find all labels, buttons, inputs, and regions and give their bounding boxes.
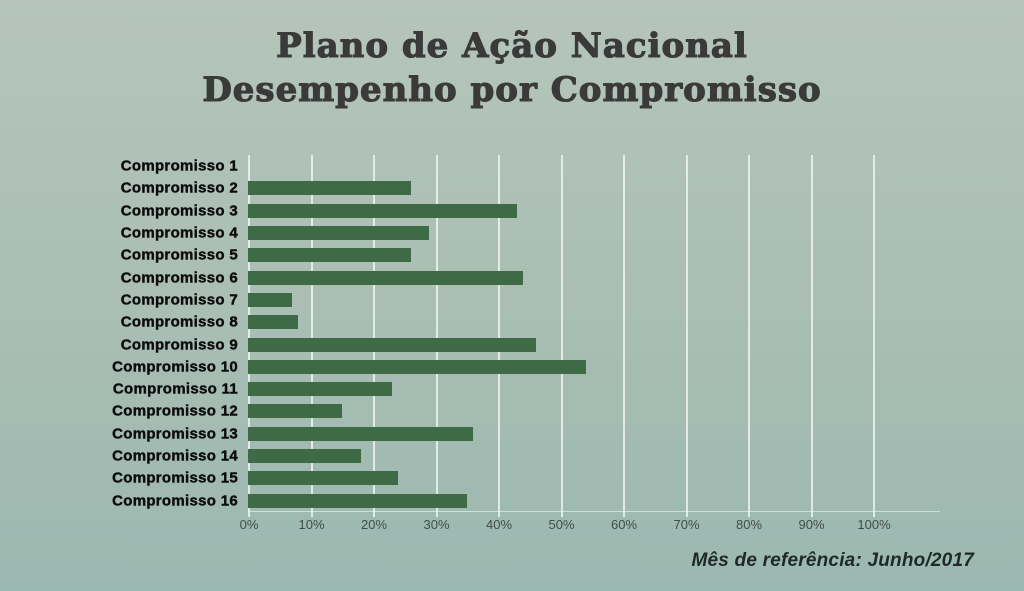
x-axis-tick [373, 512, 375, 517]
bar [248, 426, 473, 441]
category-label: Compromisso 13 [112, 425, 238, 443]
x-axis-tick [248, 512, 250, 517]
category-label: Compromisso 14 [112, 447, 238, 465]
x-axis-tick [498, 512, 500, 517]
bar [248, 382, 392, 397]
x-axis-tick-label: 70% [673, 517, 700, 532]
category-label: Compromisso 5 [120, 246, 238, 264]
x-axis-tick [873, 512, 875, 517]
x-axis-tick-label: 80% [735, 517, 763, 532]
x-axis-tick-label: 40% [485, 517, 513, 532]
gridline [685, 155, 688, 512]
x-axis-tick [310, 512, 313, 517]
category-label: Compromisso 2 [120, 179, 238, 197]
category-label: Compromisso 7 [120, 291, 238, 309]
bar [248, 292, 292, 307]
chart-row: Compromisso 7 [0, 289, 1024, 311]
chart-row: Compromisso 3 [0, 200, 1024, 222]
bar [248, 270, 523, 285]
gridline [248, 155, 250, 512]
gridline [373, 155, 375, 512]
chart-row: Compromisso 8 [0, 311, 1024, 333]
category-label: Compromisso 11 [112, 380, 238, 398]
category-label: Compromisso 9 [120, 336, 238, 354]
plot-area: 0% 10% 20% 30% 40% 50% 60% 70% 80% 90% 100% [240, 155, 940, 532]
category-label: Compromisso 8 [120, 313, 238, 331]
category-label: Compromisso 3 [120, 202, 238, 220]
chart-row: Compromisso 4 [0, 222, 1024, 244]
bar [248, 203, 517, 218]
bars-area: Compromisso 1 Compromisso 2 Compromisso 3 C… [0, 155, 1024, 512]
x-axis-line [248, 511, 940, 512]
x-axis-tick [748, 512, 750, 517]
chart-row: Compromisso 5 [0, 244, 1024, 266]
bar [248, 359, 586, 374]
category-label: Compromisso 10 [112, 358, 238, 376]
category-label: Compromisso 4 [120, 224, 238, 242]
chart-row: Compromisso 11 [0, 378, 1024, 400]
category-label: Compromisso 16 [112, 492, 238, 510]
chart-row: Compromisso 9 [0, 333, 1024, 355]
x-axis-tick-label: 0% [239, 517, 259, 532]
x-axis-tick-label: 90% [798, 517, 825, 532]
chart-title: Plano de Ação Nacional Desempenho por Co… [0, 24, 1024, 112]
chart-row: Compromisso 16 [0, 489, 1024, 511]
bar [248, 404, 342, 419]
x-axis-tick [810, 512, 813, 517]
x-axis-tick-label: 30% [423, 517, 450, 532]
chart-row: Compromisso 15 [0, 467, 1024, 489]
chart-row: Compromisso 12 [0, 400, 1024, 422]
category-label: Compromisso 12 [112, 402, 238, 420]
category-label: Compromisso 15 [112, 469, 238, 487]
reference-month-note: Mês de referência: Junho/2017 [691, 550, 974, 571]
gridline [748, 155, 750, 512]
gridline [560, 155, 563, 512]
gridline [498, 155, 500, 512]
x-axis-tick [560, 512, 563, 517]
bar [248, 493, 467, 508]
x-axis-tick-label: 20% [360, 517, 388, 532]
chart-row: Compromisso 10 [0, 356, 1024, 378]
bar [248, 471, 398, 486]
category-label: Compromisso 1 [120, 157, 238, 175]
chart-title-line1: Plano de Ação Nacional [276, 25, 748, 66]
x-axis-tick-label: 50% [548, 517, 575, 532]
x-axis-tick-label: 10% [298, 517, 325, 532]
gridline [873, 155, 875, 512]
chart-row: Compromisso 2 [0, 177, 1024, 199]
bar [248, 315, 298, 330]
chart-row: Compromisso 14 [0, 445, 1024, 467]
gridline [435, 155, 438, 512]
bar [248, 226, 430, 241]
bar [248, 181, 411, 196]
x-axis-tick [685, 512, 688, 517]
x-axis-tick-label: 100% [857, 517, 891, 532]
bar [248, 337, 536, 352]
category-label: Compromisso 6 [120, 269, 238, 287]
chart-row: Compromisso 6 [0, 266, 1024, 288]
gridline [310, 155, 313, 512]
bar [248, 449, 361, 463]
chart-title-line2: Desempenho por Compromisso [202, 69, 822, 110]
chart-row: Compromisso 13 [0, 423, 1024, 445]
bar [248, 248, 411, 263]
x-axis-tick-label: 60% [610, 517, 638, 532]
gridline [810, 155, 813, 512]
chart-row: Compromisso 1 [0, 155, 1024, 177]
gridline [623, 155, 625, 512]
x-axis-tick [435, 512, 438, 517]
x-axis-tick [623, 512, 625, 517]
